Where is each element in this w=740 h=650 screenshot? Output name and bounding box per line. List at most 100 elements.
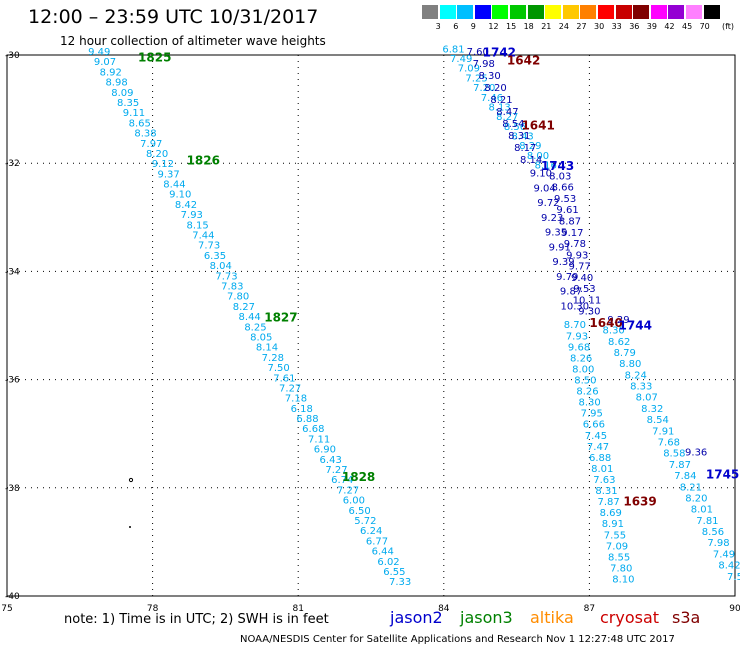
swh-value: 9.10	[530, 169, 552, 180]
swh-value: 10.11	[573, 295, 602, 306]
swh-value: 8.50	[574, 375, 596, 386]
note-text: note: 1) Time is in UTC; 2) SWH is in fe…	[64, 612, 329, 627]
swh-value: 8.62	[608, 337, 630, 348]
swh-value: 8.30	[578, 398, 600, 409]
satellite-altika: altika	[530, 608, 574, 627]
swh-value: 7.11	[308, 434, 330, 445]
legend-swatch	[422, 5, 438, 19]
swh-value: 8.14	[256, 343, 278, 354]
swh-value: 8.30	[479, 71, 501, 82]
swh-value: 9.68	[568, 342, 590, 353]
swh-value: 8.69	[600, 508, 622, 519]
swh-value: 8.20	[484, 83, 506, 94]
swh-value: 9.17	[561, 228, 583, 239]
swh-value: 8.44	[163, 180, 185, 191]
swh-value: 7.49	[713, 549, 735, 560]
legend-swatch	[650, 5, 667, 19]
swh-value: 9.40	[571, 273, 593, 284]
legend-label: 39	[646, 22, 657, 31]
swh-value: 9.37	[158, 169, 180, 180]
y-tick-label: -34	[5, 267, 20, 277]
swh-value: 8.17	[514, 143, 536, 154]
swh-value: 8.01	[691, 505, 713, 516]
x-tick-label: 78	[147, 604, 159, 614]
legend-label: 45	[682, 22, 693, 31]
swh-value: 8.47	[496, 107, 518, 118]
swh-value: 8.21	[680, 482, 702, 493]
swh-value: 7.09	[606, 541, 628, 552]
orbit-label: 1744	[619, 319, 652, 333]
legend-swatch	[562, 5, 579, 19]
swh-value: 9.23	[541, 213, 563, 224]
swh-value: 8.66	[552, 183, 574, 194]
swh-value: 8.31	[508, 131, 530, 142]
y-tick-label: -40	[5, 592, 20, 602]
swh-value: 9.77	[569, 262, 591, 273]
swh-value: 6.74	[331, 475, 353, 486]
swh-value: 9.79	[556, 272, 578, 283]
legend-label: 18	[523, 22, 534, 31]
swh-value: 8.55	[608, 552, 630, 563]
orbit-label: 1827	[264, 310, 297, 324]
swh-value: 9.78	[564, 239, 586, 250]
swh-value: 6.35	[204, 251, 226, 262]
swh-value: 7.61	[273, 373, 295, 384]
island-marker	[129, 526, 131, 528]
swh-value: 8.00	[572, 364, 594, 375]
swh-value: 7.46	[481, 93, 503, 104]
legend-label: 21	[541, 22, 552, 31]
orbit-label: 1825	[138, 51, 171, 65]
x-tick-label: 87	[584, 604, 595, 614]
swh-value: 8.29	[519, 141, 541, 152]
x-tick-label: 90	[729, 604, 740, 614]
orbit-label: 1742	[483, 45, 516, 59]
swh-value: 6.50	[348, 506, 370, 517]
swh-value: 8.21	[490, 95, 512, 106]
swh-value: 7.45	[585, 431, 607, 442]
swh-value: 7.5	[727, 572, 740, 583]
swh-value: 6.44	[372, 547, 394, 558]
legend-swatch	[668, 5, 685, 19]
swh-value: 8.13	[488, 102, 510, 113]
swh-value: 7.47	[587, 442, 609, 453]
swh-value: 8.80	[619, 359, 641, 370]
swh-value: 7.73	[215, 271, 237, 282]
swh-value: 9.10	[169, 190, 191, 201]
swh-value: 8.31	[595, 486, 617, 497]
legend-swatch	[510, 5, 526, 19]
swh-value: 8.43	[512, 132, 534, 143]
swh-value: 8.05	[250, 332, 272, 343]
swh-value: 6.55	[383, 567, 405, 578]
swh-value: 7.93	[181, 210, 203, 221]
swh-value: 8.35	[117, 98, 139, 109]
legend-label: 42	[664, 22, 675, 31]
swh-value: 7.49	[450, 54, 472, 65]
legend-label: 27	[576, 22, 587, 31]
legend-swatch	[457, 5, 474, 19]
swh-value: 9.36	[685, 447, 707, 458]
swh-value: 7.27	[279, 383, 301, 394]
swh-value: 8.42	[175, 200, 197, 211]
swh-value: 8.14	[520, 155, 542, 166]
legend-swatch	[615, 5, 632, 19]
legend-label: 3	[435, 22, 441, 31]
swh-value: 6.02	[377, 557, 399, 568]
swh-value: 8.44	[239, 312, 261, 323]
swh-value: 7.83	[221, 282, 243, 293]
swh-value: 6.81	[442, 44, 464, 55]
chart-title: 12:00 – 23:59 UTC 10/31/2017	[28, 6, 319, 28]
swh-value: 8.26	[570, 353, 592, 364]
swh-value: 7.91	[652, 426, 674, 437]
y-tick-label: -32	[5, 159, 20, 169]
orbit-label: 1640	[589, 316, 622, 330]
satellite-jason2: jason2	[390, 608, 443, 627]
swh-value: 9.53	[573, 284, 595, 295]
swh-value: 9.87	[560, 287, 582, 298]
orbit-label: 1828	[342, 470, 375, 484]
swh-value: 7.60	[467, 47, 489, 58]
swh-value: 8.98	[105, 78, 127, 89]
x-tick-label: 84	[438, 604, 450, 614]
satellite-cryosat: cryosat	[600, 608, 660, 627]
legend-swatch	[439, 5, 456, 19]
swh-value: 6.43	[320, 455, 342, 466]
